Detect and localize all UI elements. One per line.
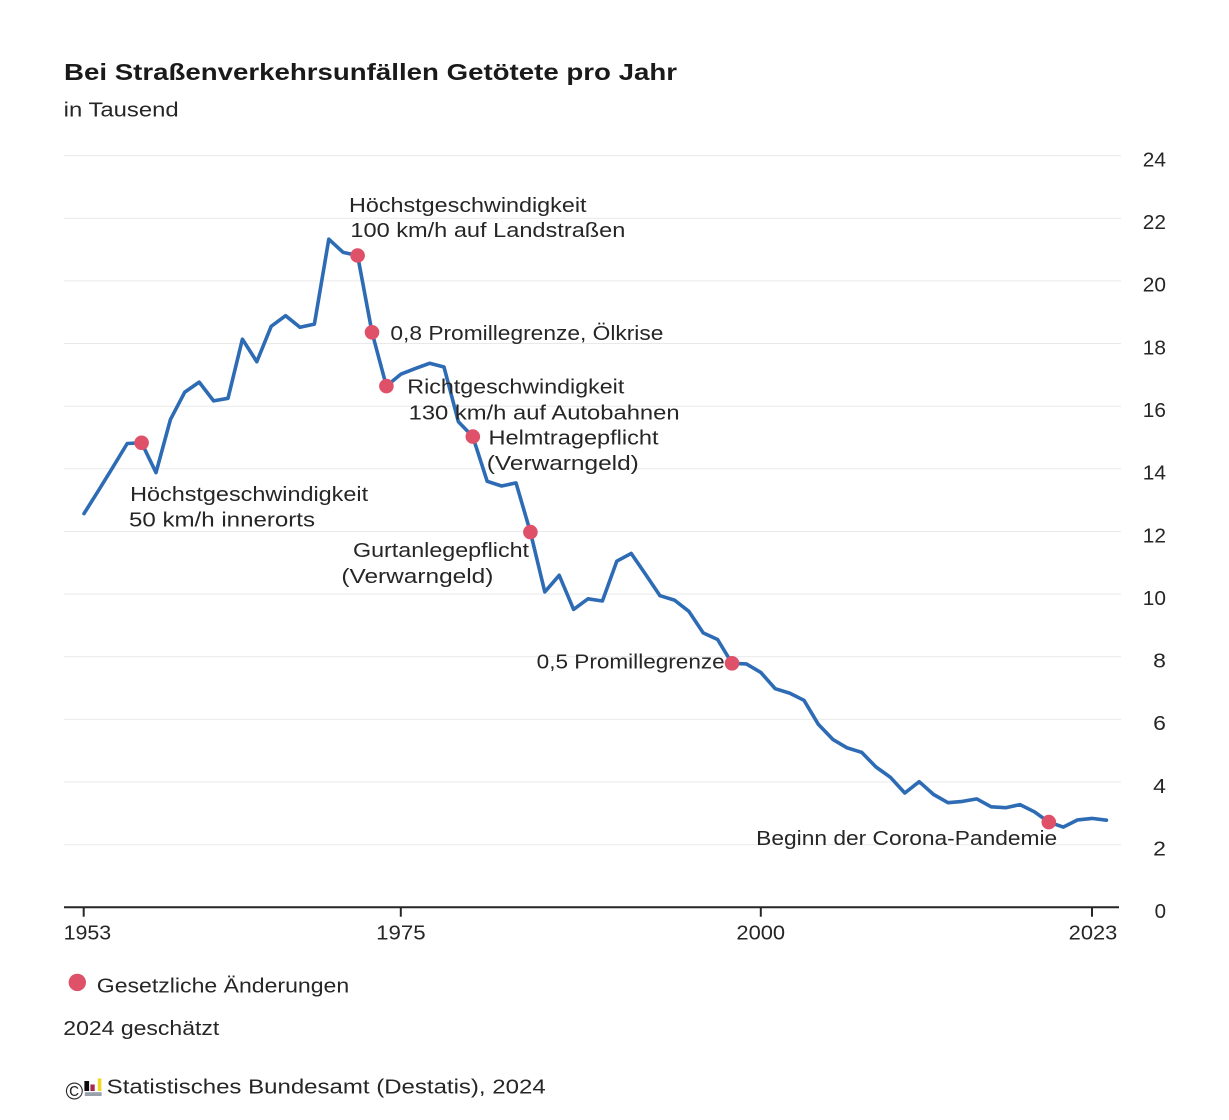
- svg-text:22: 22: [1143, 212, 1166, 234]
- svg-text:2024 geschätzt: 2024 geschätzt: [63, 1018, 220, 1040]
- svg-text:Gurtanlegepflicht: Gurtanlegepflicht: [353, 540, 530, 562]
- svg-text:Beginn der Corona-Pandemie: Beginn der Corona-Pandemie: [756, 828, 1057, 850]
- svg-text:50 km/h innerorts: 50 km/h innerorts: [129, 509, 315, 531]
- svg-text:Gesetzliche Änderungen: Gesetzliche Änderungen: [97, 976, 349, 998]
- svg-text:8: 8: [1153, 651, 1166, 673]
- svg-text:16: 16: [1143, 400, 1166, 422]
- svg-text:130 km/h auf Autobahnen: 130 km/h auf Autobahnen: [409, 402, 680, 424]
- svg-text:2023: 2023: [1069, 922, 1118, 944]
- svg-text:Höchstgeschwindigkeit: Höchstgeschwindigkeit: [130, 484, 369, 506]
- svg-text:2000: 2000: [736, 922, 785, 944]
- svg-text:(Verwarngeld): (Verwarngeld): [341, 566, 493, 588]
- svg-text:4: 4: [1153, 776, 1166, 798]
- svg-text:24: 24: [1143, 149, 1166, 171]
- svg-text:(Verwarngeld): (Verwarngeld): [487, 453, 639, 475]
- svg-text:18: 18: [1143, 337, 1166, 359]
- svg-text:1953: 1953: [64, 922, 112, 944]
- svg-text:Helmtragepflicht: Helmtragepflicht: [489, 428, 660, 450]
- svg-text:14: 14: [1143, 463, 1166, 485]
- svg-text:10: 10: [1143, 588, 1166, 610]
- svg-text:12: 12: [1143, 525, 1166, 547]
- svg-text:Bei Straßenverkehrsunfällen Ge: Bei Straßenverkehrsunfällen Getötete pro…: [64, 59, 677, 85]
- svg-text:100 km/h auf Landstraßen: 100 km/h auf Landstraßen: [350, 220, 625, 242]
- svg-text:Statistisches Bundesamt (Desta: Statistisches Bundesamt (Destatis), 2024: [107, 1077, 546, 1099]
- svg-text:0: 0: [1155, 901, 1166, 923]
- svg-text:in Tausend: in Tausend: [64, 100, 179, 122]
- svg-text:1975: 1975: [376, 922, 426, 944]
- svg-text:Richtgeschwindigkeit: Richtgeschwindigkeit: [407, 376, 625, 398]
- svg-text:2: 2: [1153, 839, 1166, 861]
- svg-text:0,5 Promillegrenze: 0,5 Promillegrenze: [537, 652, 725, 674]
- svg-text:6: 6: [1153, 713, 1166, 735]
- svg-text:20: 20: [1143, 275, 1166, 297]
- svg-text:Höchstgeschwindigkeit: Höchstgeschwindigkeit: [349, 195, 587, 217]
- svg-text:©: ©: [66, 1079, 84, 1106]
- svg-text:0,8 Promillegrenze, Ölkrise: 0,8 Promillegrenze, Ölkrise: [390, 323, 663, 345]
